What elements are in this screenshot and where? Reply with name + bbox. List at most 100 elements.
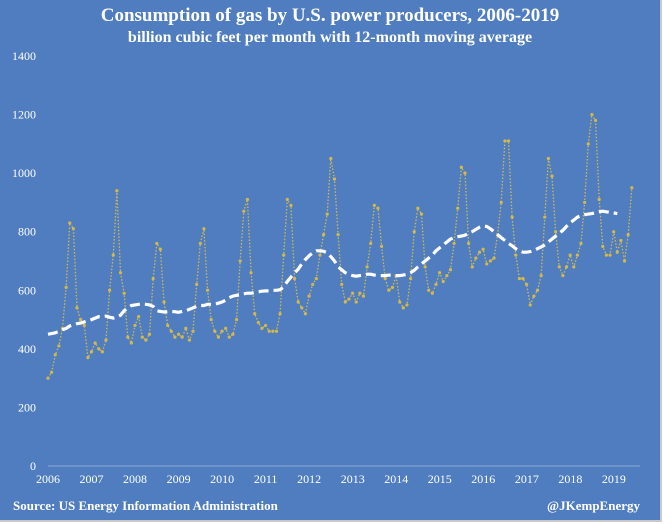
monthly-data-point xyxy=(292,276,297,281)
monthly-data-point xyxy=(354,300,358,304)
monthly-data-point xyxy=(390,285,395,289)
monthly-data-point xyxy=(470,265,474,269)
monthly-data-point xyxy=(205,288,210,292)
monthly-data-point xyxy=(169,329,173,333)
monthly-data-point xyxy=(615,250,619,254)
monthly-data-point xyxy=(216,335,221,339)
monthly-data-point xyxy=(546,156,550,161)
monthly-data-point xyxy=(140,335,144,339)
chart-axes: 0 200 400 600 800 1000 1200 1400 2006 2007 2008 200… xyxy=(12,49,640,486)
monthly-data-point xyxy=(467,241,471,246)
x-tick-label: 2010 xyxy=(210,472,234,486)
monthly-data-point xyxy=(231,332,235,336)
monthly-data-point xyxy=(514,253,518,257)
monthly-data-point xyxy=(307,294,311,298)
monthly-data-point xyxy=(303,312,308,316)
monthly-data-point xyxy=(456,206,460,210)
monthly-data-point xyxy=(510,215,514,219)
monthly-data-point xyxy=(238,259,242,263)
y-tick-label: 200 xyxy=(18,400,36,414)
monthly-data-point xyxy=(79,317,83,322)
monthly-data-point xyxy=(318,253,322,257)
source-note: Source: US Energy Information Administra… xyxy=(13,498,278,513)
monthly-data-point xyxy=(126,335,130,339)
monthly-data-point xyxy=(477,250,482,254)
monthly-data-point xyxy=(550,174,554,178)
monthly-data-point xyxy=(187,338,192,342)
monthly-data-point xyxy=(57,344,61,348)
monthly-data-point xyxy=(97,347,101,351)
monthly-data-point xyxy=(155,241,159,246)
monthly-data-point xyxy=(195,282,199,287)
monthly-data-point xyxy=(579,241,583,246)
monthly-data-point xyxy=(93,341,97,345)
monthly-data-point xyxy=(532,294,536,298)
x-tick-label: 2012 xyxy=(297,472,321,486)
x-tick-label: 2014 xyxy=(384,472,408,486)
monthly-data-point xyxy=(361,294,366,298)
x-tick-label: 2017 xyxy=(515,472,539,486)
monthly-data-point xyxy=(340,282,344,287)
monthly-data-point xyxy=(314,276,318,281)
monthly-data-point xyxy=(50,370,54,374)
monthly-data-point xyxy=(256,320,260,325)
monthly-data-point xyxy=(311,282,315,287)
monthly-data-point xyxy=(329,156,333,161)
monthly-data-point xyxy=(282,253,286,257)
monthly-data-point xyxy=(539,274,543,278)
monthly-data-point xyxy=(499,200,503,205)
monthly-data-point xyxy=(365,265,369,269)
monthly-data-point xyxy=(597,197,601,202)
monthly-data-point xyxy=(89,350,94,354)
monthly-data-point xyxy=(474,256,478,260)
monthly-data-point xyxy=(401,306,405,310)
x-tick-label: 2008 xyxy=(123,472,147,486)
monthly-data-point xyxy=(242,209,246,213)
x-tick-label: 2007 xyxy=(80,472,104,486)
monthly-data-point xyxy=(379,244,384,248)
monthly-data-point xyxy=(263,323,268,328)
monthly-data-point xyxy=(452,241,456,246)
moving-average-line xyxy=(47,209,618,336)
monthly-data-point xyxy=(108,288,112,292)
monthly-data-point xyxy=(412,230,416,234)
y-tick-label: 1200 xyxy=(12,108,36,122)
monthly-data-point xyxy=(166,323,170,328)
monthly-data-point xyxy=(622,259,627,263)
author-handle: @JKempEnergy xyxy=(547,498,640,513)
y-tick-label: 400 xyxy=(18,342,36,356)
monthly-data-point xyxy=(104,338,108,342)
monthly-data-point xyxy=(336,233,340,237)
monthly-data-point xyxy=(619,238,623,243)
monthly-data-point xyxy=(122,291,126,295)
y-tick-label: 1000 xyxy=(12,166,36,180)
monthly-data-point xyxy=(274,329,279,333)
monthly-data-point xyxy=(630,186,634,190)
monthly-data-point xyxy=(227,335,231,339)
monthly-data-point xyxy=(144,338,148,342)
monthly-data-point xyxy=(448,268,453,272)
monthly-data-point xyxy=(151,276,155,281)
x-tick-label: 2011 xyxy=(254,472,278,486)
monthly-data-point xyxy=(572,265,576,269)
monthly-data-point xyxy=(535,288,540,292)
monthly-data-point xyxy=(350,291,355,295)
monthly-data-point xyxy=(285,197,289,202)
monthly-data-point xyxy=(441,279,445,284)
monthly-data-point xyxy=(325,212,329,216)
monthly-data-point xyxy=(64,285,68,289)
x-tick-label: 2009 xyxy=(167,472,191,486)
monthly-data-point xyxy=(358,291,362,295)
x-tick-label: 2013 xyxy=(341,472,365,486)
monthly-data-point xyxy=(430,291,434,295)
monthly-data-point xyxy=(176,332,181,336)
monthly-data-point xyxy=(405,303,409,307)
monthly-data-point xyxy=(568,253,572,257)
monthly-data-point xyxy=(387,288,391,292)
monthly-data-point xyxy=(289,203,293,207)
monthly-data-point xyxy=(213,329,217,333)
monthly-data-point xyxy=(416,206,420,210)
monthly-data-point xyxy=(332,177,337,181)
